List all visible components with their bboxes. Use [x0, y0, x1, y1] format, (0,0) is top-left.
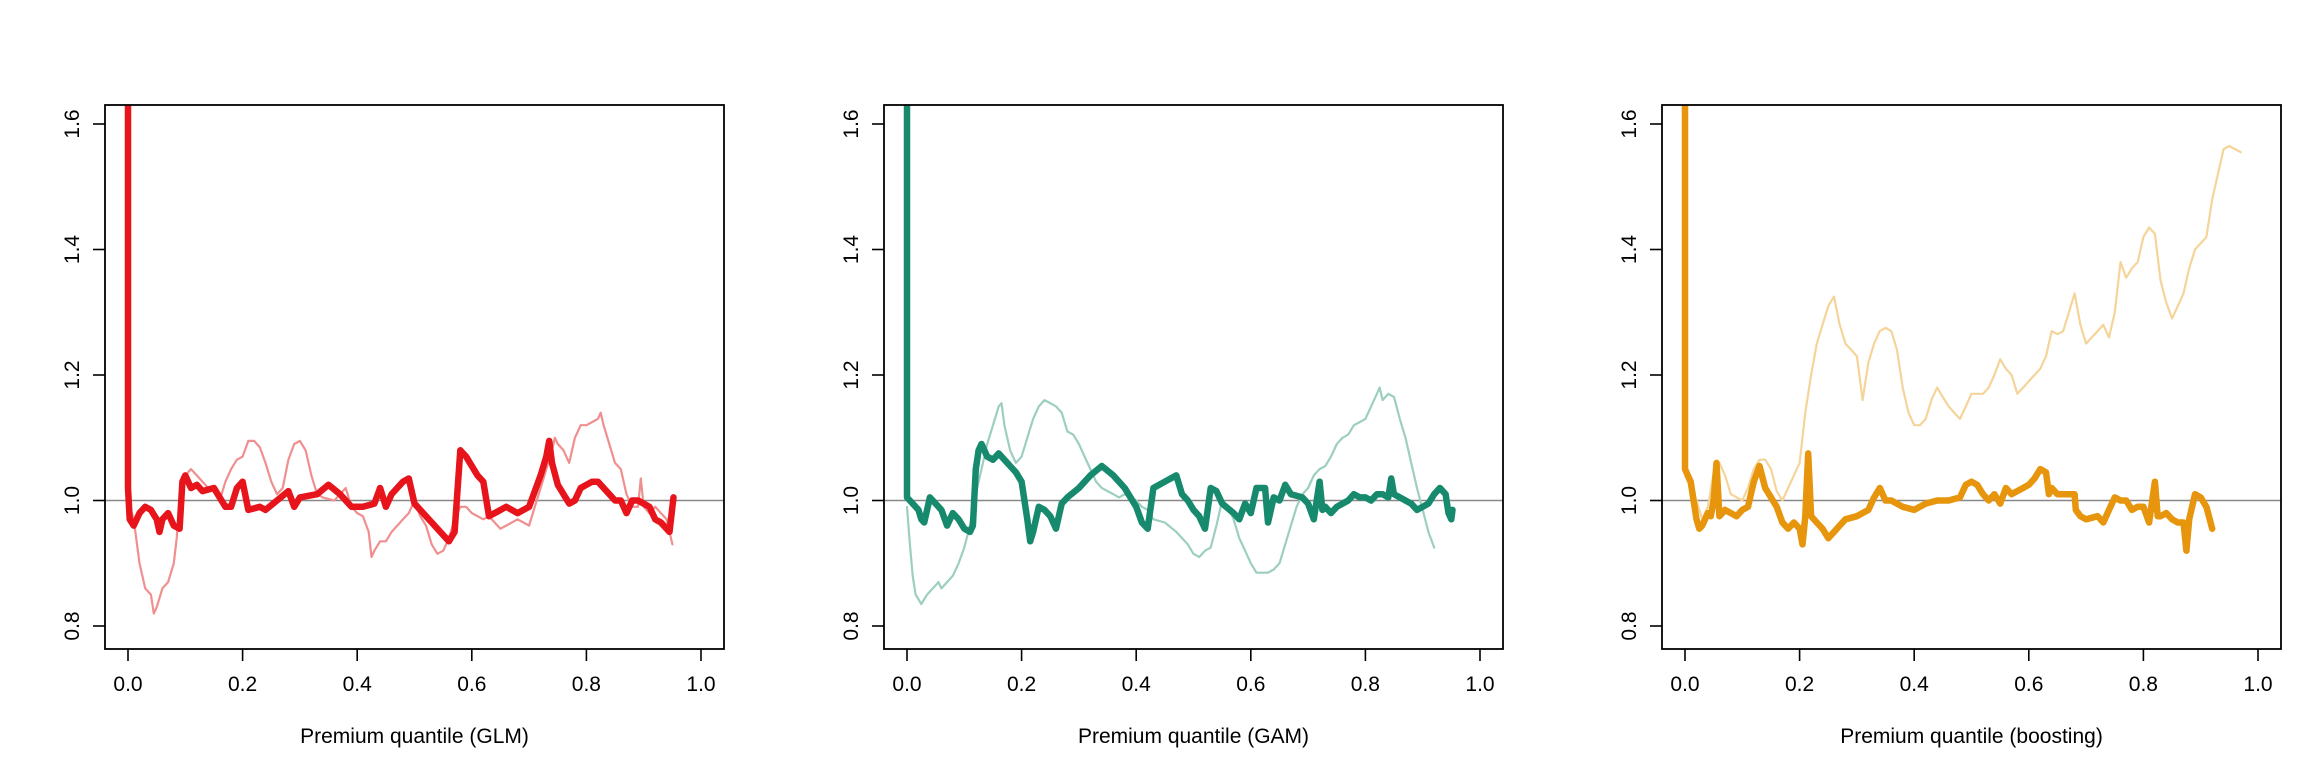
- series-line-main: [903, 105, 1456, 545]
- series-line-main: [124, 105, 677, 545]
- y-tick-label: 1.4: [1618, 235, 1641, 265]
- y-tick-label: 1.0: [61, 486, 84, 515]
- y-tick-label: 1.6: [61, 109, 84, 138]
- x-tick-label: 0.8: [572, 673, 601, 696]
- series-line-light: [1683, 144, 2242, 521]
- x-tick-label: 1.0: [2243, 673, 2272, 696]
- plot-frame: [104, 104, 725, 650]
- y-tick-label: 0.8: [1618, 611, 1641, 640]
- y-tick-label: 1.2: [840, 360, 863, 389]
- x-tick-label: 0.2: [1785, 673, 1814, 696]
- y-tick-label: 1.6: [1618, 109, 1641, 138]
- x-tick-label: 0.8: [1351, 673, 1380, 696]
- x-tick-label: 0.4: [1122, 673, 1152, 696]
- x-tick-label: 0.0: [113, 673, 142, 696]
- x-tick-label: 0.0: [892, 673, 921, 696]
- x-tick-label: 0.6: [2014, 673, 2043, 696]
- plot-frame: [883, 104, 1504, 650]
- y-tick-label: 0.8: [840, 611, 863, 640]
- y-tick-label: 1.4: [840, 235, 863, 265]
- y-tick-label: 1.2: [61, 360, 84, 389]
- series-line-light: [905, 386, 1436, 606]
- y-tick-label: 1.0: [1618, 486, 1641, 515]
- x-tick-label: 1.0: [1465, 673, 1494, 696]
- x-tick-label: 0.2: [228, 673, 257, 696]
- y-tick-label: 1.0: [840, 486, 863, 515]
- y-tick-label: 1.4: [61, 235, 84, 265]
- x-tick-label: 0.6: [1236, 673, 1265, 696]
- x-tick-label: 0.4: [1900, 673, 1930, 696]
- x-tick-label: 0.8: [2129, 673, 2158, 696]
- chart-panel-boosting: 0.0 0.2 0.4 0.6 0.8 1.0 0.8 1.0 1.2 1.4 1.6 Premium…: [1618, 104, 2282, 748]
- plot-frame: [1661, 104, 2282, 650]
- x-tick-label: 0.2: [1007, 673, 1036, 696]
- x-tick-label: 0.0: [1670, 673, 1699, 696]
- y-tick-label: 0.8: [61, 611, 84, 640]
- y-tick-label: 1.2: [1618, 360, 1641, 389]
- x-axis-title: Premium quantile (boosting): [1840, 725, 2103, 748]
- chart-panel-glm: 0.0 0.2 0.4 0.6 0.8 1.0 0.8 1.0 1.2 1.4 1.6 Premium…: [61, 104, 725, 748]
- series-line-main: [1681, 105, 2216, 554]
- x-tick-label: 0.4: [343, 673, 373, 696]
- x-tick-label: 1.0: [686, 673, 715, 696]
- x-axis-title: Premium quantile (GAM): [1078, 725, 1309, 748]
- y-tick-label: 1.6: [840, 109, 863, 138]
- x-axis-title: Premium quantile (GLM): [300, 725, 529, 748]
- chart-panel-gam: 0.0 0.2 0.4 0.6 0.8 1.0 0.8 1.0 1.2 1.4 1.6 Premium…: [840, 104, 1504, 748]
- series-line-light: [126, 411, 674, 615]
- x-tick-label: 0.6: [457, 673, 486, 696]
